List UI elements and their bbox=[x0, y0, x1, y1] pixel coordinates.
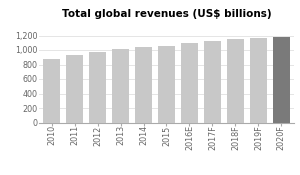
Bar bbox=[250, 38, 267, 122]
Bar bbox=[181, 43, 198, 122]
Bar bbox=[89, 52, 106, 122]
Bar bbox=[112, 48, 129, 122]
Bar bbox=[204, 41, 221, 122]
Bar bbox=[227, 40, 244, 122]
Bar bbox=[135, 47, 152, 122]
Bar bbox=[158, 46, 175, 122]
Bar bbox=[43, 60, 60, 122]
Title: Total global revenues (US$ billions): Total global revenues (US$ billions) bbox=[62, 9, 271, 19]
Bar bbox=[273, 37, 290, 122]
Bar bbox=[66, 55, 83, 122]
